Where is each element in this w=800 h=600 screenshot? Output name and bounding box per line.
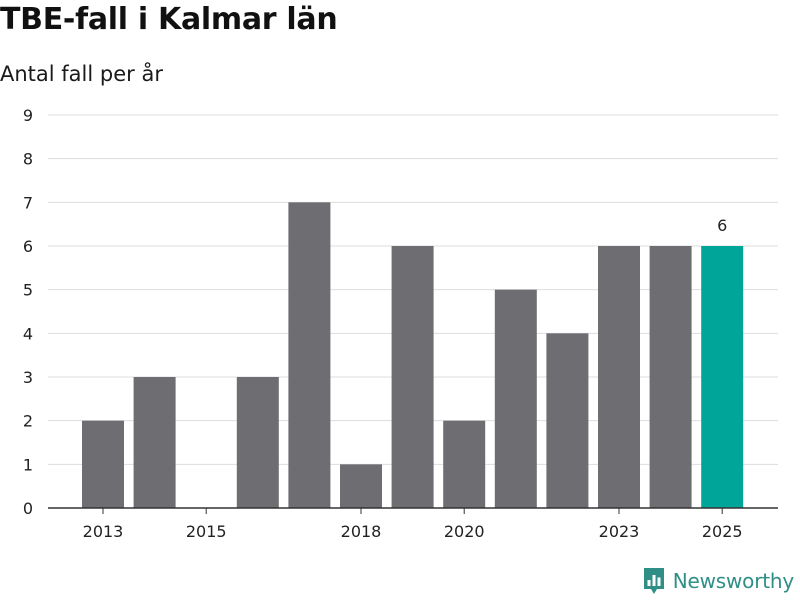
y-axis-tick-labels: 0 1 2 3 4 5 6 7 8 9 bbox=[23, 106, 33, 518]
bars bbox=[82, 202, 744, 509]
data-labels: 6 bbox=[717, 216, 727, 235]
x-axis-tick-labels: 2013 2015 2018 2020 2023 2025 bbox=[83, 508, 743, 541]
y-tick-label: 8 bbox=[23, 150, 33, 169]
y-tick-label: 3 bbox=[23, 368, 33, 387]
x-tick-label: 2013 bbox=[83, 522, 124, 541]
y-tick-label: 4 bbox=[23, 324, 33, 343]
bar bbox=[82, 420, 124, 508]
newsworthy-logo-icon bbox=[643, 568, 664, 594]
y-tick-label: 9 bbox=[23, 106, 33, 125]
bar bbox=[546, 333, 589, 508]
x-tick-label: 2020 bbox=[444, 522, 485, 541]
bar bbox=[598, 246, 640, 508]
y-tick-label: 6 bbox=[23, 237, 33, 256]
chart-subtitle: Antal fall per år bbox=[0, 62, 163, 86]
y-tick-label: 5 bbox=[23, 281, 33, 300]
bar-highlight bbox=[701, 246, 744, 508]
bar bbox=[133, 377, 176, 508]
y-tick-label: 0 bbox=[23, 499, 33, 518]
chart-title: TBE-fall i Kalmar län bbox=[0, 2, 338, 37]
y-tick-label: 7 bbox=[23, 193, 33, 212]
brand-name: Newsworthy bbox=[672, 569, 794, 593]
x-tick-label: 2018 bbox=[341, 522, 382, 541]
bar bbox=[494, 289, 537, 508]
x-tick-label: 2015 bbox=[186, 522, 227, 541]
bar bbox=[340, 464, 382, 508]
data-label: 6 bbox=[717, 216, 727, 235]
y-tick-label: 1 bbox=[23, 455, 33, 474]
bar bbox=[443, 420, 486, 508]
bar bbox=[391, 246, 434, 508]
brand-logo: Newsworthy bbox=[642, 566, 794, 596]
x-tick-label: 2025 bbox=[702, 522, 743, 541]
bar bbox=[649, 246, 692, 508]
bar bbox=[288, 202, 331, 509]
x-tick-label: 2023 bbox=[599, 522, 640, 541]
y-tick-label: 2 bbox=[23, 412, 33, 431]
bar bbox=[236, 377, 279, 508]
